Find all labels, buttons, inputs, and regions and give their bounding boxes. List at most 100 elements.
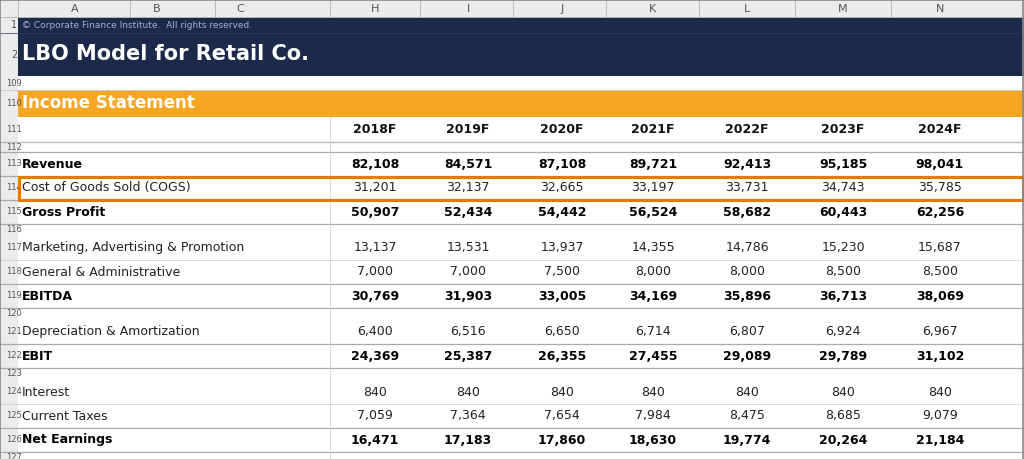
Text: 18,630: 18,630 (629, 433, 677, 447)
Text: Depreciation & Amortization: Depreciation & Amortization (22, 325, 200, 338)
Text: 8,500: 8,500 (825, 265, 861, 279)
Bar (0, 117, 1024, 152)
Text: 33,197: 33,197 (631, 181, 675, 195)
Text: 17,183: 17,183 (443, 433, 493, 447)
Text: 56,524: 56,524 (629, 206, 677, 218)
Text: 6,924: 6,924 (825, 325, 861, 338)
Text: 14,786: 14,786 (725, 241, 769, 254)
Text: 62,256: 62,256 (915, 206, 965, 218)
Text: 7,000: 7,000 (450, 265, 486, 279)
Text: C: C (237, 4, 244, 13)
Text: 34,743: 34,743 (821, 181, 864, 195)
Text: 8,475: 8,475 (729, 409, 765, 422)
Bar (18, 17, 1024, 33)
Text: © Corporate Finance Institute.  All rights reserved.: © Corporate Finance Institute. All right… (22, 21, 252, 29)
Text: 6,516: 6,516 (451, 325, 485, 338)
Text: B: B (154, 4, 161, 13)
Text: 1: 1 (11, 20, 17, 30)
Text: 26,355: 26,355 (538, 349, 586, 363)
Text: 92,413: 92,413 (723, 157, 771, 170)
Text: 8,000: 8,000 (729, 265, 765, 279)
Text: 2020F: 2020F (541, 123, 584, 136)
Text: 38,069: 38,069 (916, 290, 964, 302)
Text: 13,137: 13,137 (353, 241, 396, 254)
Text: 115: 115 (6, 207, 22, 217)
Text: 840: 840 (735, 386, 759, 398)
Text: M: M (839, 4, 848, 13)
Text: 2021F: 2021F (631, 123, 675, 136)
Text: Income Statement: Income Statement (22, 95, 195, 112)
Text: 116: 116 (6, 225, 22, 235)
Text: 36,713: 36,713 (819, 290, 867, 302)
Text: 95,185: 95,185 (819, 157, 867, 170)
Text: 110: 110 (6, 99, 22, 108)
Bar (0, 90, 1024, 117)
Text: 2022F: 2022F (725, 123, 769, 136)
Text: 7,364: 7,364 (451, 409, 485, 422)
Text: LBO Model for Retail Co.: LBO Model for Retail Co. (22, 45, 309, 65)
Text: 54,442: 54,442 (538, 206, 587, 218)
Text: 117: 117 (6, 244, 22, 252)
Text: 7,059: 7,059 (357, 409, 393, 422)
Text: 2: 2 (11, 50, 17, 60)
Text: 840: 840 (928, 386, 952, 398)
Text: 118: 118 (6, 268, 22, 276)
Text: 35,896: 35,896 (723, 290, 771, 302)
Text: 8,000: 8,000 (635, 265, 671, 279)
Text: 2023F: 2023F (821, 123, 864, 136)
Text: Net Earnings: Net Earnings (22, 433, 113, 447)
Text: 21,184: 21,184 (915, 433, 965, 447)
Text: 840: 840 (831, 386, 855, 398)
Text: 6,807: 6,807 (729, 325, 765, 338)
Text: 89,721: 89,721 (629, 157, 677, 170)
Text: N: N (936, 4, 944, 13)
Text: K: K (649, 4, 656, 13)
Bar (0, 0, 1024, 17)
Text: I: I (466, 4, 470, 13)
Text: 25,387: 25,387 (443, 349, 493, 363)
Text: 50,907: 50,907 (351, 206, 399, 218)
Text: 58,682: 58,682 (723, 206, 771, 218)
Text: 33,731: 33,731 (725, 181, 769, 195)
Bar (0, 76, 18, 90)
Text: 840: 840 (641, 386, 665, 398)
Text: 114: 114 (6, 184, 22, 192)
Text: 109: 109 (6, 78, 22, 88)
Text: 98,041: 98,041 (915, 157, 965, 170)
Text: Marketing, Advertising & Promotion: Marketing, Advertising & Promotion (22, 241, 245, 254)
Text: 8,685: 8,685 (825, 409, 861, 422)
Text: 122: 122 (6, 352, 22, 360)
Text: 6,714: 6,714 (635, 325, 671, 338)
Text: 7,500: 7,500 (544, 265, 580, 279)
Text: 31,102: 31,102 (915, 349, 965, 363)
Text: 30,769: 30,769 (351, 290, 399, 302)
Text: 87,108: 87,108 (538, 157, 586, 170)
Text: 31,201: 31,201 (353, 181, 396, 195)
Bar (18, 76, 1024, 90)
Text: 840: 840 (550, 386, 573, 398)
Text: 126: 126 (6, 436, 22, 444)
Text: 60,443: 60,443 (819, 206, 867, 218)
Text: H: H (371, 4, 379, 13)
Text: 13,937: 13,937 (541, 241, 584, 254)
Text: 8,500: 8,500 (922, 265, 958, 279)
Text: Revenue: Revenue (22, 157, 83, 170)
Text: General & Administrative: General & Administrative (22, 265, 180, 279)
Text: Current Taxes: Current Taxes (22, 409, 108, 422)
Text: 6,967: 6,967 (923, 325, 957, 338)
Text: 127: 127 (6, 453, 22, 459)
Text: EBITDA: EBITDA (22, 290, 73, 302)
Text: 119: 119 (6, 291, 22, 301)
Text: 2019F: 2019F (446, 123, 489, 136)
Text: 29,089: 29,089 (723, 349, 771, 363)
Text: 9,079: 9,079 (923, 409, 957, 422)
Bar (18, 33, 1024, 76)
Text: 6,400: 6,400 (357, 325, 393, 338)
Text: 15,230: 15,230 (821, 241, 865, 254)
Text: 13,531: 13,531 (446, 241, 489, 254)
Text: 32,665: 32,665 (541, 181, 584, 195)
Text: 17,860: 17,860 (538, 433, 586, 447)
Text: 7,000: 7,000 (357, 265, 393, 279)
Text: 35,785: 35,785 (919, 181, 962, 195)
Text: 125: 125 (6, 412, 22, 420)
